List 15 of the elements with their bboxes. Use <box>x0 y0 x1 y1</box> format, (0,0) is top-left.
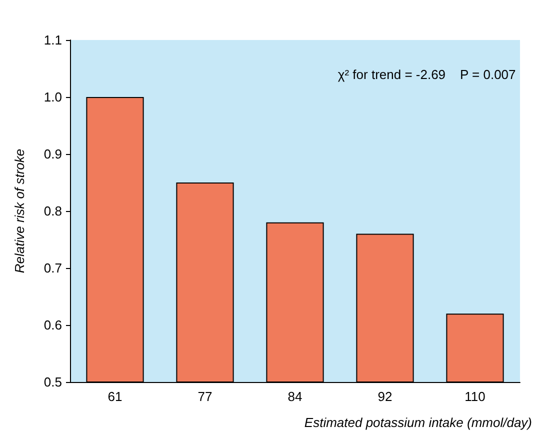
x-axis-title: Estimated potassium intake (mmol/day) <box>304 415 532 430</box>
x-tick-label: 77 <box>198 389 212 404</box>
x-tick-label: 84 <box>288 389 302 404</box>
x-tick-label: 110 <box>464 389 486 404</box>
y-axis-title: Relative risk of stroke <box>12 148 27 274</box>
y-tick-label: 1.1 <box>44 32 62 48</box>
annotation: χ² for trend = -2.69 P = 0.007 <box>338 67 516 82</box>
y-tick-label: 0.6 <box>44 318 62 332</box>
y-tick-label: 1.0 <box>44 90 62 104</box>
x-tick-label: 92 <box>378 389 392 404</box>
y-tick-label: 0.5 <box>44 374 62 390</box>
x-tick-label: 61 <box>108 389 122 404</box>
y-tick-label: 0.7 <box>44 260 62 276</box>
y-tick-label: 0.8 <box>44 204 62 218</box>
y-tick-label: 0.9 <box>44 146 62 162</box>
